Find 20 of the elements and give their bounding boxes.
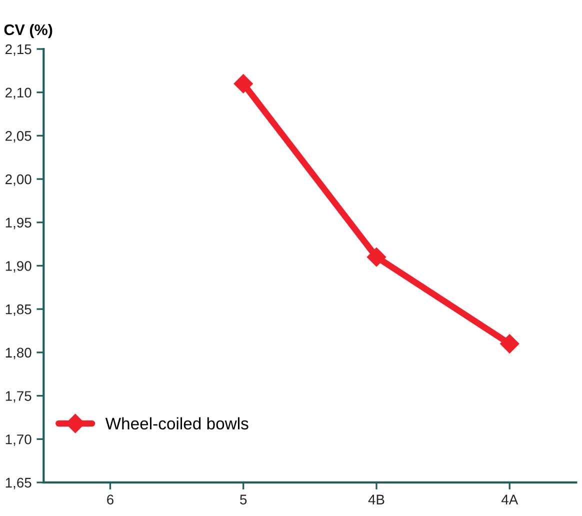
y-tick-label: 2,05 bbox=[6, 131, 32, 143]
y-tick-label: 1,90 bbox=[6, 261, 32, 273]
x-tick-label: 6 bbox=[107, 494, 114, 504]
point bbox=[234, 74, 253, 94]
x-tick-label: 4B bbox=[368, 494, 384, 504]
point bbox=[366, 248, 386, 267]
y-tick-label: 1,75 bbox=[6, 391, 32, 403]
x-tick-label: 4A bbox=[501, 494, 518, 504]
legend-label: Wheel-coiled bowls bbox=[105, 417, 248, 430]
y-tick-label: 2,15 bbox=[6, 44, 32, 56]
y-tick-label: 1,85 bbox=[6, 304, 32, 316]
y-tick-label: 1,95 bbox=[6, 218, 32, 230]
y-tick-label: 1,65 bbox=[6, 478, 32, 490]
x-tick-label: 5 bbox=[240, 494, 247, 504]
y-tick-label: 2,00 bbox=[6, 174, 32, 186]
y-axis-title: CV (%) bbox=[4, 24, 52, 38]
y-tick-label: 1,70 bbox=[6, 434, 32, 446]
point bbox=[500, 334, 520, 354]
y-tick-label: 1,80 bbox=[6, 348, 32, 360]
y-tick-label: 2,10 bbox=[6, 88, 32, 100]
